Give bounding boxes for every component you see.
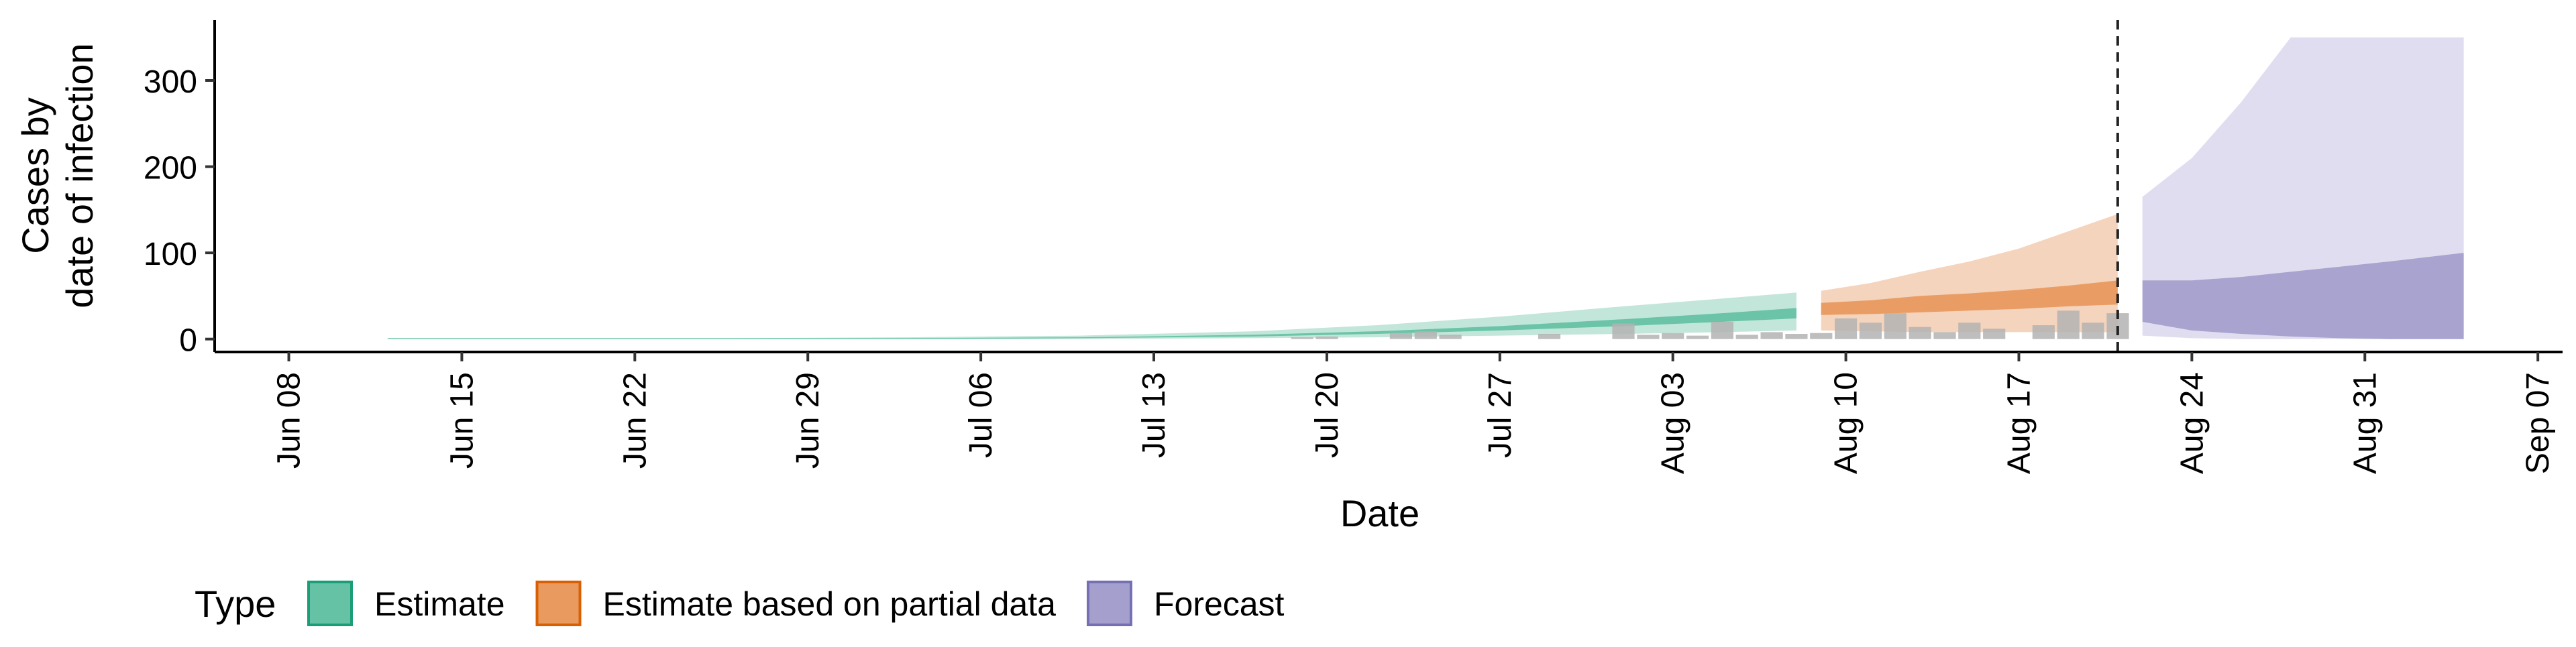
reported-case-bar (1291, 337, 1313, 339)
reported-case-bar (2032, 325, 2055, 339)
band-inner-partial (1821, 280, 2118, 315)
legend-title: Type (195, 583, 276, 625)
x-tick-label: Aug 17 (2002, 372, 2037, 474)
x-tick-label: Sep 07 (2520, 372, 2556, 474)
x-tick-label: Jun 29 (790, 372, 826, 469)
band-outer-estimate (387, 292, 1796, 339)
legend-label-partial: Estimate based on partial data (603, 585, 1057, 623)
x-tick-label: Aug 31 (2347, 372, 2383, 474)
reported-case-bar (1735, 335, 1758, 339)
x-tick-label: Jun 08 (272, 372, 307, 469)
x-tick-label: Jul 27 (1483, 372, 1518, 458)
reported-case-bar (1686, 335, 1709, 339)
x-tick-label: Jul 13 (1136, 372, 1172, 458)
band-inner-forecast (2142, 253, 2464, 339)
legend-key-estimate (307, 581, 353, 626)
reported-case-bar (2057, 310, 2080, 339)
reported-case-bar (2082, 322, 2104, 339)
reported-case-bar (1785, 334, 1808, 339)
legend-key-partial (535, 581, 582, 626)
legend-key-forecast (1086, 581, 1132, 626)
y-tick-label: 300 (144, 64, 197, 100)
x-tick-label: Jun 22 (617, 372, 653, 469)
reported-case-bar (1884, 313, 1907, 339)
x-axis-label: Date (1340, 492, 1419, 534)
reported-case-bar (1637, 335, 1660, 339)
reported-case-bars (1291, 310, 2129, 339)
reported-case-bar (1439, 335, 1462, 339)
x-tick-label: Jul 20 (1309, 372, 1345, 458)
legend-label-forecast: Forecast (1154, 585, 1285, 623)
reported-case-bar (1538, 334, 1561, 339)
reported-case-bar (1958, 322, 1981, 339)
band-inner-estimate (387, 308, 1796, 339)
reported-case-bar (1933, 332, 1956, 339)
x-ticks: Jun 08 Jun 15 Jun 22 Jun 29 Jul 06 Jul 13 Jul … (272, 352, 2556, 474)
legend-label-estimate: Estimate (374, 585, 505, 623)
uncertainty-bands (387, 37, 2464, 339)
legend: Type Estimate Estimate based on partial d… (195, 581, 1285, 626)
reported-case-bar (1859, 322, 1882, 339)
reported-case-bar (1760, 332, 1783, 339)
reported-case-bar (1389, 333, 1412, 339)
y-axis-label-line-2: date of infection (58, 43, 101, 308)
axes: 0 100 200 300 Jun 08 Jun 15 Jun 22 Jun 29 Jul 0… (144, 20, 2563, 474)
y-ticks: 0 100 200 300 (144, 64, 215, 359)
reported-case-bar (1810, 333, 1833, 339)
reported-case-bar (1983, 329, 2006, 339)
x-tick-label: Aug 10 (1829, 372, 1864, 474)
reported-case-bar (1662, 333, 1684, 339)
y-tick-label: 0 (179, 323, 197, 359)
reported-case-bar (1414, 331, 1437, 339)
reported-case-bar (1835, 318, 1858, 339)
x-tick-label: Jul 06 (963, 372, 999, 458)
reported-case-bar (1316, 336, 1338, 339)
x-tick-label: Aug 03 (1656, 372, 1691, 474)
y-tick-label: 100 (144, 237, 197, 272)
x-tick-label: Aug 24 (2174, 372, 2210, 474)
y-tick-label: 200 (144, 151, 197, 186)
y-axis-label-line-1: Cases by (14, 97, 56, 253)
reported-case-bar (1612, 323, 1635, 339)
reported-case-bar (1711, 322, 1733, 339)
x-tick-label: Jun 15 (444, 372, 480, 469)
reported-case-bar (1909, 327, 1931, 339)
